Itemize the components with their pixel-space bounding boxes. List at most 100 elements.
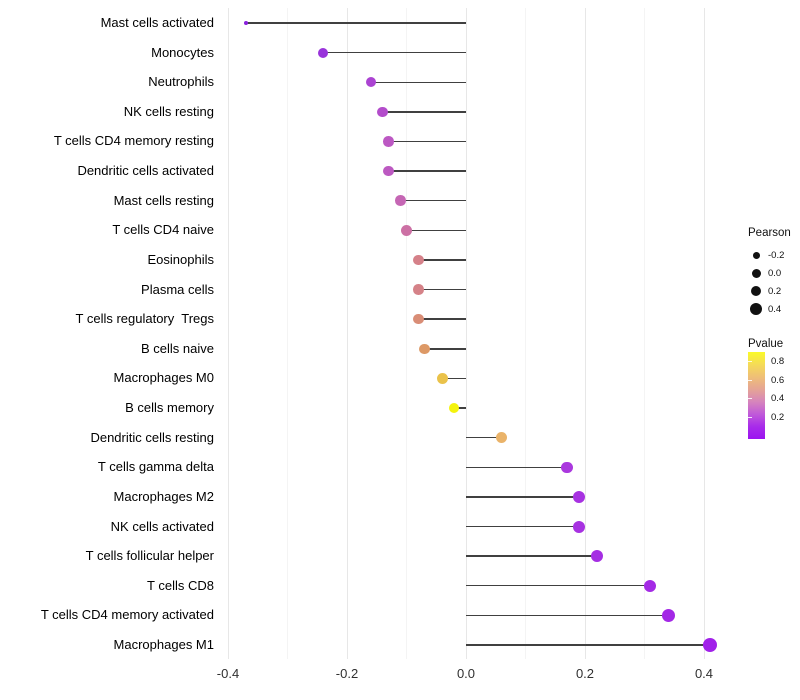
category-label: T cells CD4 memory activated (40, 607, 214, 623)
lollipop-dot (395, 195, 406, 206)
colorbar-tick (748, 361, 752, 362)
category-label: Macrophages M0 (113, 370, 214, 386)
lollipop-stem (418, 288, 466, 291)
lollipop-stem (454, 407, 466, 409)
lollipop-stem (388, 140, 466, 143)
minor-gridline (287, 8, 288, 659)
lollipop-stem (245, 22, 466, 24)
minor-gridline (406, 8, 407, 659)
category-label: Macrophages M2 (113, 488, 214, 504)
legend-size-label: 0.4 (768, 304, 782, 315)
category-label: NK cells activated (110, 518, 214, 534)
major-gridline (703, 8, 705, 659)
legend-size-label: 0.0 (768, 268, 782, 279)
lollipop-dot (365, 77, 376, 88)
lollipop-dot (243, 20, 249, 26)
lollipop-stem (466, 555, 597, 557)
category-label: Neutrophils (148, 74, 214, 90)
x-axis-tick-label: 0.2 (575, 666, 595, 681)
category-label: NK cells resting (123, 103, 214, 119)
category-label: Monocytes (151, 44, 214, 60)
lollipop-dot (702, 637, 718, 653)
x-axis-tick-label: -0.2 (335, 666, 359, 681)
category-label: T cells CD4 memory resting (53, 133, 214, 149)
lollipop-dot (413, 313, 424, 325)
major-gridline (227, 8, 229, 659)
lollipop-stem (466, 466, 568, 468)
x-axis-tick-label: -0.4 (216, 666, 240, 681)
category-label: T cells follicular helper (85, 548, 214, 564)
lollipop-dot (383, 165, 394, 177)
lollipop-stem (400, 200, 466, 202)
x-axis-tick-label: 0.0 (456, 666, 476, 681)
lollipop-stem (466, 644, 710, 646)
category-label: T cells CD8 (147, 577, 214, 593)
category-label: Dendritic cells resting (90, 429, 214, 445)
lollipop-dot (448, 402, 460, 414)
x-axis-tick-label: 0.4 (694, 666, 714, 681)
lollipop-dot (401, 224, 412, 236)
lollipop-dot (573, 520, 586, 533)
lollipop-stem (406, 229, 466, 232)
lollipop-stem (382, 111, 466, 113)
legend-size-dot (752, 251, 760, 259)
legend-size-dot (750, 285, 762, 297)
minor-gridline (525, 8, 526, 659)
lollipop-stem (466, 496, 580, 498)
category-label: Macrophages M1 (113, 637, 214, 652)
lollipop-stem (323, 51, 466, 54)
category-label: B cells naive (141, 340, 214, 356)
major-gridline (465, 8, 467, 659)
category-label: T cells regulatory Tregs (75, 311, 214, 327)
colorbar-tick-label: 0.2 (771, 412, 785, 424)
category-label: Eosinophils (147, 251, 215, 267)
major-gridline (584, 8, 586, 659)
lollipop-stem (418, 318, 466, 320)
category-label: Mast cells resting (113, 192, 214, 208)
lollipop-dot (590, 549, 604, 563)
lollipop-stem (388, 170, 466, 172)
lollipop-stem (466, 525, 580, 528)
category-label: T cells gamma delta (97, 459, 214, 475)
lollipop-stem (466, 585, 651, 587)
lollipop-dot (573, 490, 586, 503)
lollipop-dot (413, 254, 424, 266)
lollipop-stem (466, 614, 669, 617)
minor-gridline (644, 8, 645, 659)
legend-pvalue-title: Pvalue (748, 338, 784, 350)
lollipop-dot (661, 608, 675, 622)
lollipop-dot (419, 343, 430, 355)
lollipop-dot (377, 106, 388, 118)
lollipop-dot (644, 579, 657, 592)
pvalue-colorbar (748, 352, 765, 439)
lollipop-dot (496, 432, 508, 444)
legend-size-dot (751, 268, 761, 278)
lollipop-dot (318, 47, 329, 58)
lollipop-dot (413, 284, 424, 295)
lollipop-dot (561, 461, 573, 474)
lollipop-dot (383, 136, 394, 147)
lollipop-dot (436, 372, 448, 384)
category-label: Plasma cells (141, 281, 214, 297)
lollipop-stem (442, 377, 466, 380)
lollipop-stem (370, 81, 466, 83)
legend-pearson-title: Pearson (748, 227, 791, 239)
colorbar-tick-label: 0.4 (771, 393, 785, 405)
lollipop-stem (424, 348, 466, 350)
legend-size-label: 0.2 (768, 286, 782, 297)
lollipop-stem (466, 436, 502, 439)
category-label: B cells memory (125, 400, 214, 416)
category-label: Mast cells activated (100, 15, 214, 30)
legend-size-label: -0.2 (768, 250, 785, 261)
colorbar-tick (748, 417, 752, 419)
category-label: T cells CD4 naive (112, 222, 214, 238)
colorbar-tick (748, 398, 752, 400)
colorbar-tick (748, 379, 752, 381)
legend-size-dot (749, 302, 763, 316)
colorbar-tick-label: 0.8 (771, 356, 785, 367)
colorbar-tick-label: 0.6 (771, 374, 785, 386)
lollipop-stem (418, 259, 466, 261)
major-gridline (346, 8, 348, 659)
category-label: Dendritic cells activated (77, 163, 214, 179)
